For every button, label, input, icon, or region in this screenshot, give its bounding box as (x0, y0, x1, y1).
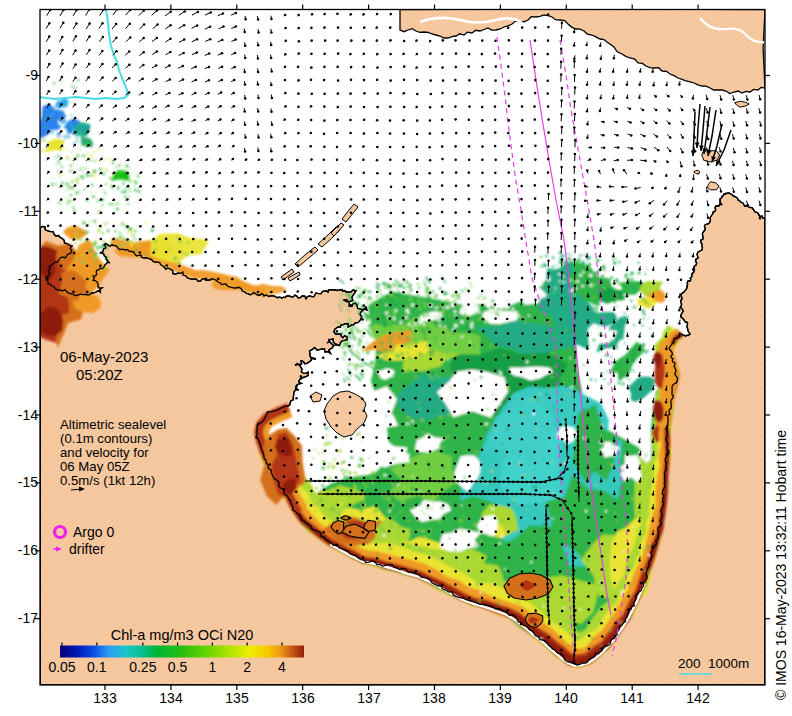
svg-text:Argo 0: Argo 0 (73, 524, 114, 540)
svg-text:0.25: 0.25 (129, 659, 156, 675)
svg-text:06 May 05Z: 06 May 05Z (60, 459, 130, 474)
svg-text:141: 141 (620, 690, 644, 706)
svg-text:drifter: drifter (69, 541, 105, 557)
svg-text:2: 2 (243, 659, 251, 675)
svg-text:4: 4 (278, 659, 286, 675)
svg-text:Chl-a mg/m3 OCi N20: Chl-a mg/m3 OCi N20 (111, 627, 254, 643)
svg-text:Altimetric sealevel: Altimetric sealevel (60, 417, 166, 432)
svg-text:-10: -10 (18, 135, 38, 151)
svg-text:-13: -13 (18, 339, 38, 355)
svg-text:and velocity for: and velocity for (60, 445, 149, 460)
svg-text:133: 133 (93, 690, 117, 706)
svg-text:134: 134 (159, 690, 183, 706)
svg-text:137: 137 (357, 690, 381, 706)
svg-text:0.05: 0.05 (48, 659, 75, 675)
svg-text:135: 135 (225, 690, 249, 706)
svg-text:-12: -12 (18, 271, 38, 287)
svg-text:05:20Z: 05:20Z (76, 366, 123, 383)
svg-text:142: 142 (686, 690, 710, 706)
svg-text:0.5m/s (1kt 12h): 0.5m/s (1kt 12h) (60, 473, 155, 488)
svg-text:-15: -15 (18, 474, 38, 490)
svg-text:-16: -16 (18, 542, 38, 558)
svg-text:0.5: 0.5 (168, 659, 188, 675)
svg-text:136: 136 (291, 690, 315, 706)
svg-text:-14: -14 (18, 407, 38, 423)
svg-text:-17: -17 (18, 610, 38, 626)
svg-text:-11: -11 (19, 203, 38, 219)
svg-text:06-May-2023: 06-May-2023 (60, 348, 148, 365)
svg-text:(0.1m contours): (0.1m contours) (60, 431, 152, 446)
svg-text:200 1000m: 200 1000m (678, 656, 749, 671)
svg-text:139: 139 (488, 690, 512, 706)
svg-text:© IMOS 16-May-2023 13:32:11 Ho: © IMOS 16-May-2023 13:32:11 Hobart time (773, 430, 789, 700)
svg-text:1: 1 (209, 659, 217, 675)
svg-text:-9: -9 (26, 67, 39, 83)
svg-text:0.1: 0.1 (87, 659, 107, 675)
svg-text:138: 138 (422, 690, 446, 706)
svg-text:140: 140 (554, 690, 578, 706)
